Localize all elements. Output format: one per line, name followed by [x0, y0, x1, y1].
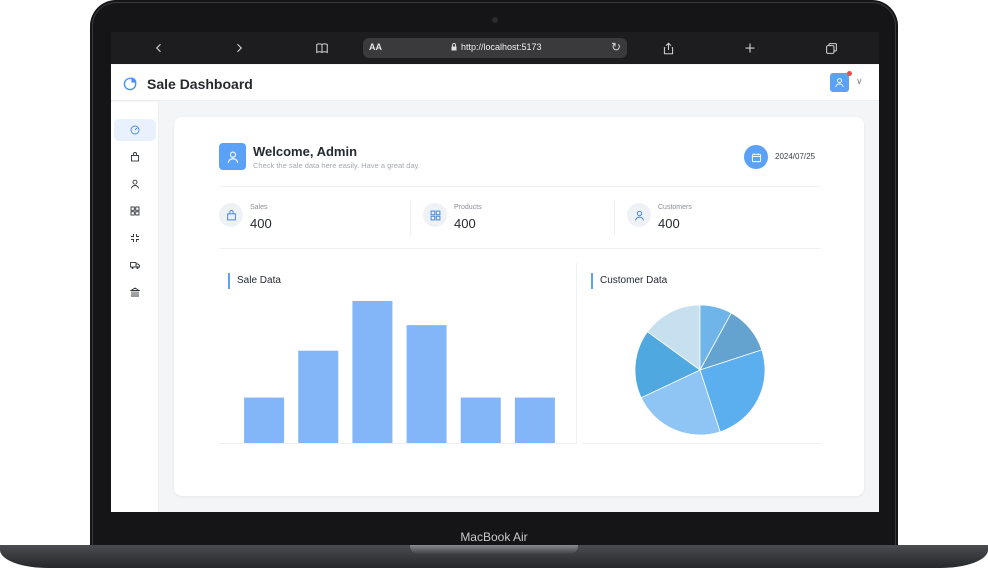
bar[interactable] [244, 397, 285, 443]
grid-icon [423, 203, 447, 227]
laptop-notch [410, 545, 578, 554]
welcome-avatar [219, 143, 246, 170]
chevron-down-icon[interactable]: ∨ [856, 76, 863, 86]
grid-icon [130, 206, 140, 216]
sidebar-item-delivery[interactable] [114, 254, 156, 276]
share-icon[interactable] [660, 40, 676, 56]
reload-icon[interactable]: ↻ [610, 40, 621, 54]
laptop-brand-label: MacBook Air [460, 530, 528, 544]
app-title: Sale Dashboard [147, 76, 253, 92]
user-icon [227, 151, 238, 163]
divider [219, 186, 821, 187]
sidebar-item-collapse[interactable] [114, 227, 156, 249]
sidebar-item-products[interactable] [114, 200, 156, 222]
app-header: Sale Dashboard ∨ [111, 65, 879, 101]
back-icon[interactable] [151, 40, 167, 56]
bar[interactable] [406, 325, 447, 443]
truck-icon [130, 262, 140, 269]
stat-value: 400 [658, 216, 680, 231]
address-bar[interactable]: AA http://localhost:5173 ↻ [363, 38, 627, 58]
user-icon [835, 78, 844, 88]
stat-label: Products [454, 204, 482, 211]
chart-separator [576, 263, 577, 443]
calendar-icon [744, 145, 768, 169]
browser-toolbar: AA http://localhost:5173 ↻ [111, 32, 879, 64]
new-tab-icon[interactable] [742, 40, 758, 56]
welcome-subtitle: Check the sale data here easily. Have a … [253, 161, 420, 170]
bar[interactable] [352, 301, 393, 443]
dashboard-icon [130, 125, 140, 135]
bag-icon [219, 203, 243, 227]
sidebar-item-sales[interactable] [114, 146, 156, 168]
stat-separator [410, 201, 411, 235]
sidebar-item-bank[interactable] [114, 281, 156, 303]
sale-data-title: Sale Data [228, 273, 281, 289]
bar[interactable] [514, 397, 555, 443]
stat-value: 400 [250, 216, 272, 231]
bar[interactable] [460, 397, 501, 443]
stat-separator [614, 201, 615, 235]
collapse-icon [131, 234, 139, 242]
laptop-base [0, 545, 988, 568]
sidebar-item-dashboard[interactable] [114, 119, 156, 141]
sidebar [111, 102, 159, 512]
camera [492, 17, 498, 23]
stat-label: Customers [658, 204, 692, 211]
pie-slice[interactable] [634, 331, 701, 399]
pie-chart-logo-icon [123, 77, 137, 91]
stat-label: Sales [250, 204, 268, 211]
bar[interactable] [298, 350, 339, 443]
stat-value: 400 [454, 216, 476, 231]
tabs-icon[interactable] [823, 40, 839, 56]
bag-icon [131, 152, 139, 162]
pie-slice[interactable] [640, 369, 721, 436]
bookmarks-icon[interactable] [314, 40, 330, 56]
screen: AA http://localhost:5173 ↻ Sale Dashboar… [111, 32, 879, 512]
sale-bar-chart [219, 301, 577, 444]
url-text: http://localhost:5173 [461, 42, 542, 52]
avatar[interactable] [830, 73, 849, 92]
lock-icon [451, 43, 457, 51]
user-icon [627, 203, 651, 227]
notification-dot [847, 71, 852, 76]
divider [219, 248, 821, 249]
bank-icon [130, 287, 140, 297]
customer-data-title: Customer Data [591, 273, 667, 289]
customer-pie-chart [582, 304, 822, 444]
sidebar-item-users[interactable] [114, 173, 156, 195]
welcome-title: Welcome, Admin [253, 144, 358, 159]
current-date: 2024/07/25 [775, 152, 816, 161]
pie-slice[interactable] [699, 349, 766, 433]
pie-slice[interactable] [646, 304, 701, 371]
dashboard-card: Welcome, Admin Check the sale data here … [174, 117, 864, 496]
user-icon [131, 179, 139, 189]
text-size-button[interactable]: AA [369, 42, 382, 52]
forward-icon[interactable] [231, 40, 247, 56]
